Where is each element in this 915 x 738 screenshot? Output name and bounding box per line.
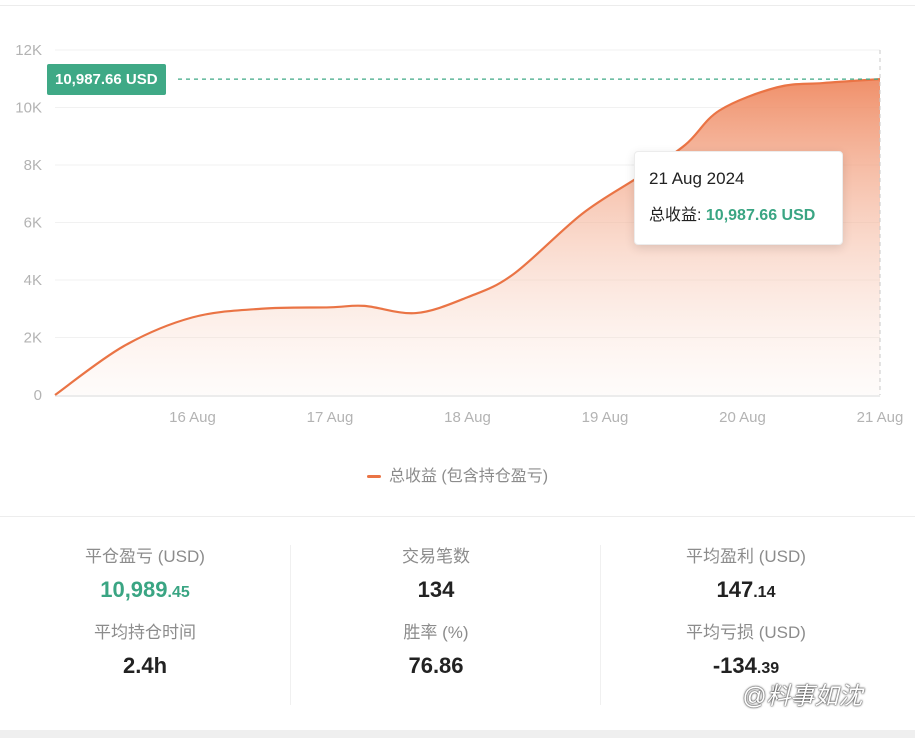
stat-label: 交易笔数 <box>402 547 470 566</box>
x-tick-label: 20 Aug <box>719 409 766 426</box>
stat-value: 2.4h <box>122 653 168 678</box>
stat-value-dec: .45 <box>167 584 190 601</box>
stat-value-int: 10,989 <box>100 577 168 602</box>
tooltip-value: 10,987.66 USD <box>705 207 816 224</box>
top-divider <box>0 5 915 6</box>
stat-value-int: 147 <box>716 577 754 602</box>
pnl-chart[interactable]: 0 2K 4K 6K 8K 10K 12K 16 Aug 17 Aug 18 Aug 19 Aug… <box>0 0 915 515</box>
series-line <box>54 78 881 396</box>
stat-avg-loss: 平均亏损 (USD) -134.39 <box>601 621 891 681</box>
reference-value-badge: 10,987.66 USD <box>47 64 166 95</box>
legend-swatch <box>366 475 381 479</box>
chart-legend[interactable]: 总收益 (包含持仓盈亏) <box>0 462 915 486</box>
tooltip-label: 总收益: <box>649 207 702 224</box>
legend-label: 总收益 (包含持仓盈亏) <box>388 468 549 485</box>
x-tick-label: 19 Aug <box>582 409 629 426</box>
watermark: @料事如沈 <box>742 683 863 710</box>
stat-value-dec: .14 <box>753 584 776 601</box>
x-tick-label: 18 Aug <box>444 409 491 426</box>
stat-label: 平均亏损 (USD) <box>686 623 806 642</box>
y-tick-label: 8K <box>24 157 42 174</box>
stat-label: 平均持仓时间 <box>94 623 196 642</box>
stat-value-int: -134 <box>712 653 757 678</box>
column-separator <box>600 545 601 705</box>
y-tick-label: 10K <box>15 100 42 117</box>
column-separator <box>290 545 291 705</box>
stats-column-right: 平均盈利 (USD) 147.14 平均亏损 (USD) -134.39 <box>601 545 891 681</box>
x-tick-label: 16 Aug <box>169 409 216 426</box>
stat-value: 10,989.45 <box>0 575 290 605</box>
stats-column-left: 平仓盈亏 (USD) 10,989.45 平均持仓时间 2.4h <box>0 545 290 681</box>
x-tick-label: 21 Aug <box>857 409 904 426</box>
stat-value: 147.14 <box>601 575 891 605</box>
stat-value: -134.39 <box>601 651 891 681</box>
tooltip-row: 总收益: 10,987.66 USD <box>649 201 828 225</box>
y-axis-ticks: 0 2K 4K 6K 8K 10K 12K <box>15 42 42 404</box>
tooltip-date: 21 Aug 2024 <box>649 169 745 188</box>
y-tick-label: 4K <box>24 272 42 289</box>
stat-avg-profit: 平均盈利 (USD) 147.14 <box>601 545 891 605</box>
stat-label: 平均盈利 (USD) <box>686 547 806 566</box>
stat-label: 平仓盈亏 (USD) <box>85 547 205 566</box>
x-tick-label: 17 Aug <box>307 409 354 426</box>
stat-win-rate: 胜率 (%) 76.86 <box>291 621 581 681</box>
stat-value: 76.86 <box>408 653 464 678</box>
y-tick-label: 2K <box>24 330 42 347</box>
stat-close-pnl: 平仓盈亏 (USD) 10,989.45 <box>0 545 290 605</box>
stats-divider <box>0 516 915 517</box>
bottom-strip <box>0 730 915 738</box>
stats-panel: 平仓盈亏 (USD) 10,989.45 平均持仓时间 2.4h 交易笔数 13… <box>0 517 915 730</box>
y-tick-label: 0 <box>34 387 42 404</box>
chart-tooltip: 21 Aug 2024 总收益: 10,987.66 USD <box>634 151 843 245</box>
stats-column-middle: 交易笔数 134 胜率 (%) 76.86 <box>291 545 581 681</box>
stat-trades: 交易笔数 134 <box>291 545 581 605</box>
stat-label: 胜率 (%) <box>403 623 469 642</box>
x-axis-ticks: 16 Aug 17 Aug 18 Aug 19 Aug 20 Aug 21 Aug <box>169 409 903 426</box>
stat-avg-hold: 平均持仓时间 2.4h <box>0 621 290 681</box>
y-tick-label: 12K <box>15 42 42 59</box>
y-tick-label: 6K <box>24 215 42 232</box>
stat-value-dec: .39 <box>756 660 780 677</box>
stat-value: 134 <box>417 577 455 602</box>
